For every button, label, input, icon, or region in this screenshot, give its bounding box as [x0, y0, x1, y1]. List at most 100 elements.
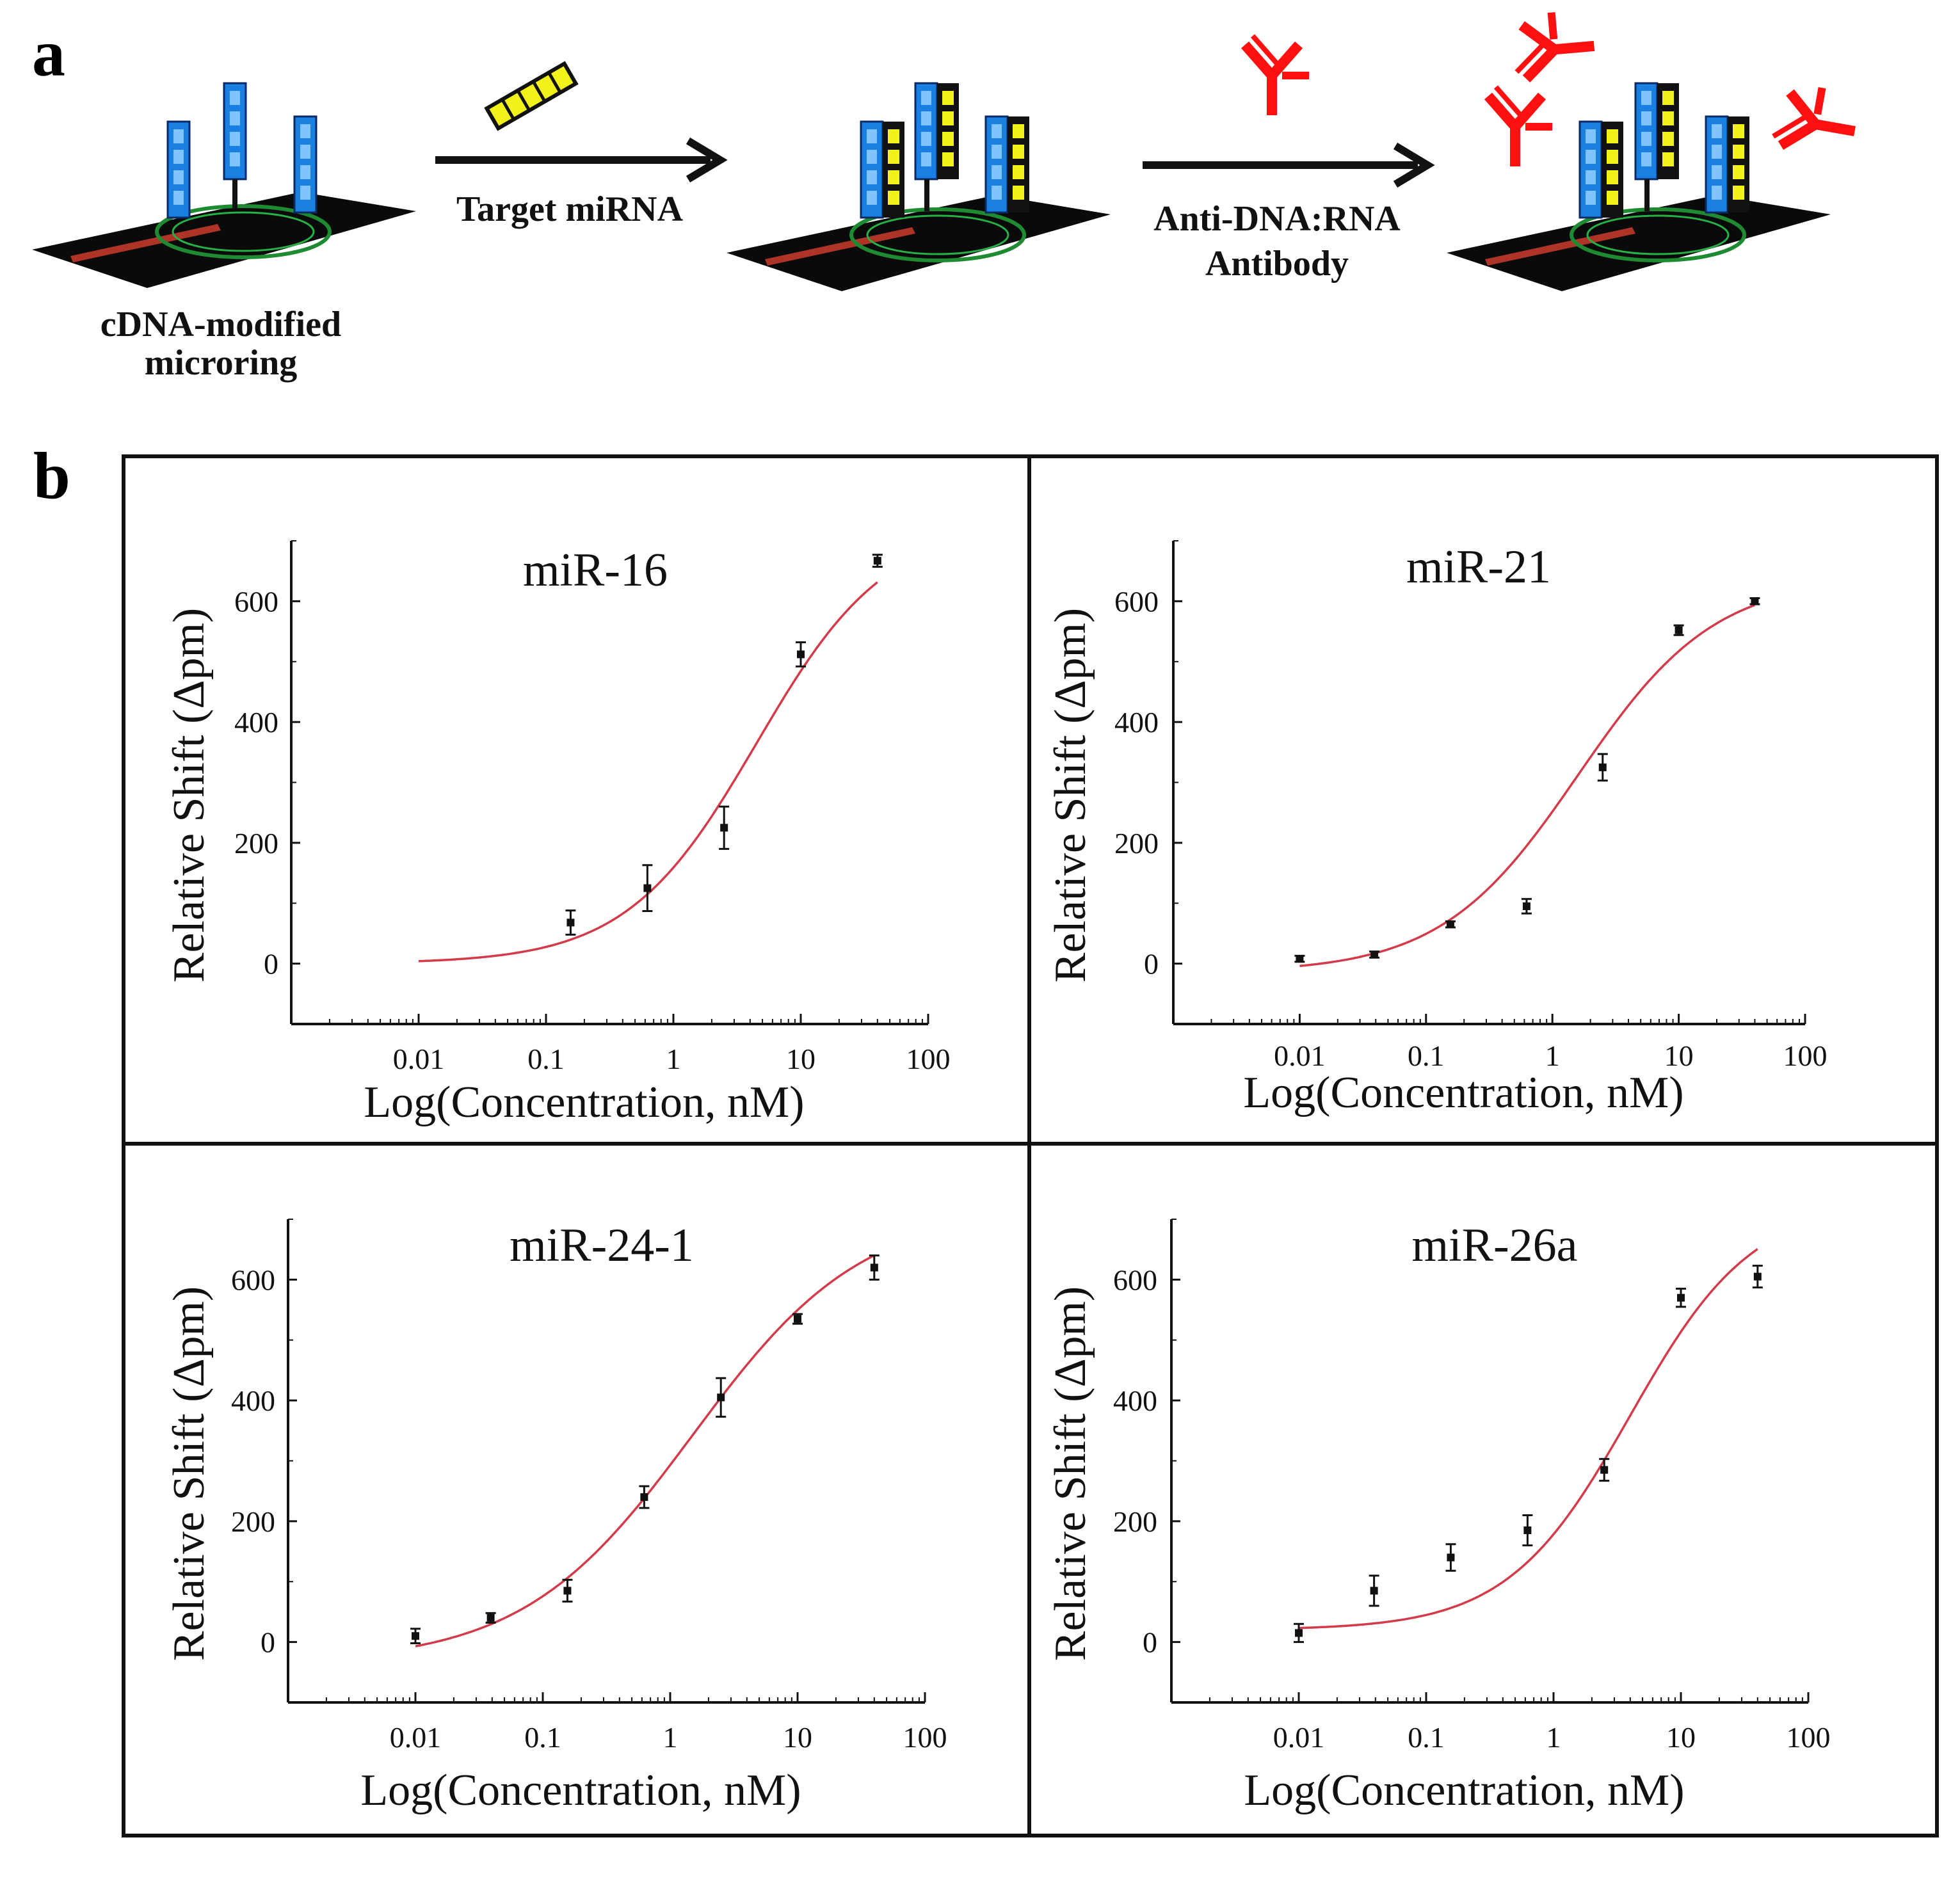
y-tick-label: 400 — [231, 1384, 275, 1417]
data-point — [1753, 1272, 1762, 1281]
arrow-2-head — [1393, 142, 1435, 188]
bound-duplex-left — [1578, 120, 1625, 219]
x-tick-label: 0.1 — [1408, 1039, 1445, 1072]
data-point — [1677, 1293, 1685, 1302]
data-point — [412, 1632, 419, 1640]
x-tick-label: 0.1 — [527, 1043, 565, 1075]
arrow-2: Anti-DNA:RNA Antibody — [1143, 36, 1435, 284]
data-point — [720, 824, 728, 832]
arrow2-label-line2: Antibody — [1205, 244, 1349, 284]
x-tick-label: 10 — [1666, 1721, 1696, 1754]
antibody-bound-top — [1512, 9, 1596, 79]
y-tick-label: 0 — [261, 1626, 275, 1659]
arrow-1-head — [686, 137, 728, 183]
x-tick-label: 0.01 — [1274, 1039, 1326, 1072]
data-point — [1295, 1629, 1303, 1637]
chart-title: miR-24-1 — [510, 1219, 694, 1272]
data-point — [1675, 626, 1683, 634]
y-tick-label: 0 — [1143, 1626, 1157, 1659]
data-point — [1522, 902, 1530, 910]
x-tick-label: 10 — [783, 1721, 812, 1754]
y-tick-label: 200 — [234, 827, 278, 860]
step1-label-line1: cDNA-modified — [100, 305, 341, 344]
fit-curve — [1298, 1248, 1758, 1629]
data-point — [794, 1315, 801, 1323]
panel-b-frame — [122, 454, 1939, 1837]
chart-mir-26a: 0 200 400 600 0.01 0.1 1 10 100 miR-26a Log(Concen… — [1046, 1219, 1831, 1815]
x-tick-label: 0.01 — [393, 1043, 445, 1075]
data-point — [797, 650, 805, 659]
cdna-probe-center — [223, 82, 247, 180]
data-point — [1751, 597, 1759, 605]
data-point — [1598, 763, 1607, 771]
data-point — [486, 1613, 495, 1622]
bound-duplex-center — [1634, 82, 1680, 180]
y-tick-label: 0 — [264, 948, 278, 981]
y-tick-label: 600 — [1114, 585, 1159, 618]
data-point — [1446, 920, 1454, 929]
hybrid-duplex-right — [984, 115, 1031, 214]
y-tick-label: 0 — [1144, 948, 1159, 981]
chart-mir-16: 0 200 400 600 0.01 0.1 1 10 100 miR-16 Log(Concent… — [165, 540, 951, 1127]
arrow1-label: Target miRNA — [456, 189, 684, 229]
x-tick-label: 100 — [906, 1043, 951, 1075]
y-tick-label: 200 — [1113, 1505, 1157, 1538]
data-point — [870, 1263, 878, 1272]
hybrid-duplex-left — [860, 120, 906, 219]
fit-curve — [415, 1254, 875, 1647]
data-point — [1600, 1466, 1609, 1474]
cdna-probe-right — [293, 115, 317, 214]
chart-mir-24-1: 0 200 400 600 0.01 0.1 1 10 100 miR-24-1 Log(Conce… — [165, 1219, 947, 1815]
arrow2-label-line1: Anti-DNA:RNA — [1153, 199, 1401, 239]
microring-chip-1 — [32, 192, 416, 288]
data-point — [1296, 955, 1304, 963]
y-tick-label: 200 — [231, 1505, 275, 1538]
data-point — [640, 1493, 648, 1501]
y-tick-label: 400 — [1113, 1384, 1157, 1417]
x-axis-label: Log(Concentration, nM) — [364, 1078, 804, 1127]
data-point — [873, 557, 881, 565]
y-tick-label: 200 — [1114, 827, 1159, 860]
x-tick-label: 1 — [1546, 1721, 1561, 1754]
bound-duplex-right — [1705, 115, 1751, 214]
chart-title: miR-21 — [1406, 541, 1551, 593]
x-axis-label: Log(Concentration, nM) — [1244, 1766, 1684, 1815]
x-tick-label: 100 — [1787, 1721, 1831, 1754]
x-tick-label: 1 — [1545, 1039, 1560, 1072]
x-tick-label: 100 — [1783, 1039, 1827, 1072]
x-tick-label: 0.01 — [1273, 1721, 1325, 1754]
x-tick-label: 1 — [663, 1721, 678, 1754]
y-tick-label: 400 — [234, 706, 278, 739]
x-axis-label: Log(Concentration, nM) — [360, 1766, 801, 1815]
panel-a-letter: a — [32, 17, 65, 90]
microring-chip-2 — [727, 195, 1111, 291]
y-axis-label: Relative Shift (Δpm) — [165, 608, 214, 982]
arrow-1: Target miRNA — [435, 61, 728, 229]
hybrid-duplex-center — [914, 82, 960, 180]
microring-chip-3 — [1447, 195, 1831, 291]
chart-title: miR-16 — [523, 544, 668, 596]
y-tick-label: 600 — [1113, 1263, 1157, 1296]
cdna-probe-left — [166, 120, 191, 219]
x-tick-label: 10 — [1664, 1039, 1694, 1072]
antibody-bound-right — [1772, 81, 1861, 157]
schematic-step-2 — [727, 82, 1111, 291]
data-point — [1370, 950, 1379, 959]
y-axis-label: Relative Shift (Δpm) — [165, 1286, 214, 1661]
data-point — [717, 1393, 725, 1402]
x-tick-label: 100 — [903, 1721, 947, 1754]
y-tick-label: 400 — [1114, 706, 1159, 739]
y-tick-label: 600 — [234, 585, 278, 618]
chart-title: miR-26a — [1412, 1219, 1578, 1272]
schematic-step-1: cDNA-modified microring — [32, 82, 416, 383]
antibody-icon — [1245, 36, 1309, 115]
panel-b-letter: b — [33, 439, 70, 513]
data-point — [643, 884, 652, 892]
x-tick-label: 0.01 — [390, 1721, 442, 1754]
y-axis-label: Relative Shift (Δpm) — [1046, 608, 1095, 982]
data-point — [1370, 1587, 1378, 1595]
x-tick-label: 1 — [666, 1043, 681, 1075]
antibody-bound-left — [1488, 87, 1552, 166]
